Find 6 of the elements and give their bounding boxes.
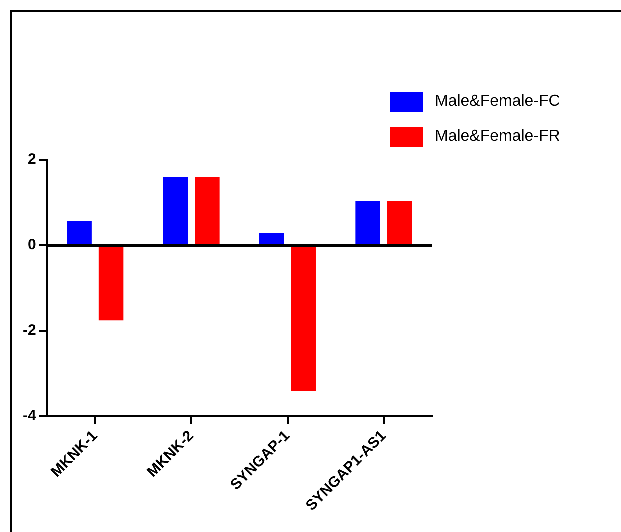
legend-label: Male&Female-FR [435,128,560,146]
y-tick-label: -4 [22,408,37,425]
legend-label: Male&Female-FC [435,92,560,110]
y-tick-label: 0 [28,236,36,254]
y-tick-label: -2 [22,322,36,340]
y-tick-label: 2 [28,151,36,168]
